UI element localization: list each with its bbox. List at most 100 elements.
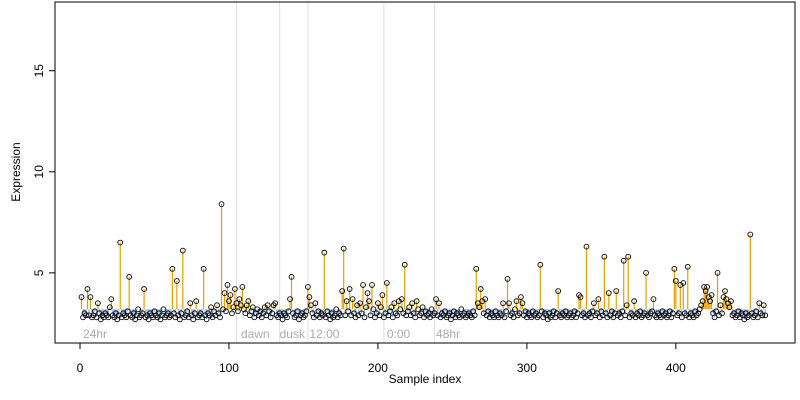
point <box>708 292 715 298</box>
point <box>409 300 416 307</box>
point <box>285 308 292 315</box>
point <box>670 310 676 317</box>
plot-frame <box>54 1 796 344</box>
point <box>671 265 678 272</box>
point <box>433 296 439 302</box>
point <box>312 300 319 307</box>
point <box>389 314 396 321</box>
point <box>294 308 301 315</box>
point <box>78 294 85 300</box>
point <box>187 300 194 307</box>
x-tick-label: 200 <box>368 361 388 375</box>
point <box>343 298 350 305</box>
point <box>707 298 713 305</box>
point <box>200 265 207 272</box>
point <box>672 278 679 284</box>
point <box>184 308 191 315</box>
point <box>191 310 198 317</box>
point <box>340 245 347 252</box>
point <box>537 261 544 268</box>
point <box>105 314 112 321</box>
point <box>622 312 629 319</box>
point <box>236 296 243 302</box>
point <box>513 298 520 305</box>
annotation: dusk <box>280 327 306 341</box>
point <box>594 310 600 317</box>
point <box>583 243 590 250</box>
point <box>589 308 596 315</box>
point <box>518 294 524 300</box>
point <box>617 314 624 321</box>
point <box>223 308 229 315</box>
point <box>218 201 225 207</box>
data-marks <box>78 201 769 323</box>
point <box>178 310 185 317</box>
point <box>84 286 91 292</box>
point <box>394 312 401 319</box>
point <box>321 249 328 256</box>
point <box>418 310 424 317</box>
point <box>619 308 626 315</box>
point <box>364 290 371 296</box>
point <box>535 312 542 319</box>
point <box>263 312 270 319</box>
point <box>93 314 100 321</box>
point <box>412 314 419 321</box>
point <box>126 274 133 280</box>
point <box>272 300 279 307</box>
point <box>704 284 710 290</box>
point <box>249 304 256 311</box>
point <box>613 288 620 294</box>
point <box>235 308 241 315</box>
point <box>349 296 356 302</box>
guides: 24hr dawn dusk 12:00 0:00 48hr <box>83 2 460 343</box>
point <box>577 294 584 300</box>
point <box>482 296 489 302</box>
point <box>95 300 101 307</box>
point <box>306 294 313 300</box>
point <box>279 316 286 323</box>
y-axis-label: Expression <box>9 142 23 201</box>
point <box>229 310 235 317</box>
point <box>684 263 691 270</box>
point <box>357 300 363 307</box>
point <box>375 300 381 307</box>
point <box>436 300 442 307</box>
point <box>760 302 767 309</box>
point <box>714 270 721 276</box>
point <box>650 296 657 302</box>
point <box>503 308 509 315</box>
point <box>123 314 130 321</box>
point <box>305 284 311 290</box>
annotation: 48hr <box>436 327 460 341</box>
point <box>713 308 719 315</box>
point <box>717 302 724 309</box>
point <box>384 280 390 286</box>
point <box>506 300 512 307</box>
point <box>379 292 386 298</box>
point <box>193 298 200 305</box>
point <box>442 308 448 315</box>
point <box>87 294 94 300</box>
point <box>287 296 293 302</box>
point <box>378 304 384 311</box>
point <box>83 312 89 319</box>
point <box>504 276 511 282</box>
point <box>141 286 147 292</box>
point <box>601 253 608 260</box>
point <box>342 312 349 319</box>
point <box>631 298 637 305</box>
point <box>555 288 562 294</box>
point <box>169 265 176 272</box>
point <box>238 302 244 309</box>
point <box>728 298 734 305</box>
point <box>588 314 594 321</box>
point <box>391 300 398 307</box>
point <box>160 306 167 313</box>
point <box>623 302 630 309</box>
point <box>233 300 240 307</box>
point <box>501 314 508 321</box>
y-tick-label: 10 <box>32 165 46 179</box>
point <box>711 314 718 321</box>
point <box>376 312 383 319</box>
